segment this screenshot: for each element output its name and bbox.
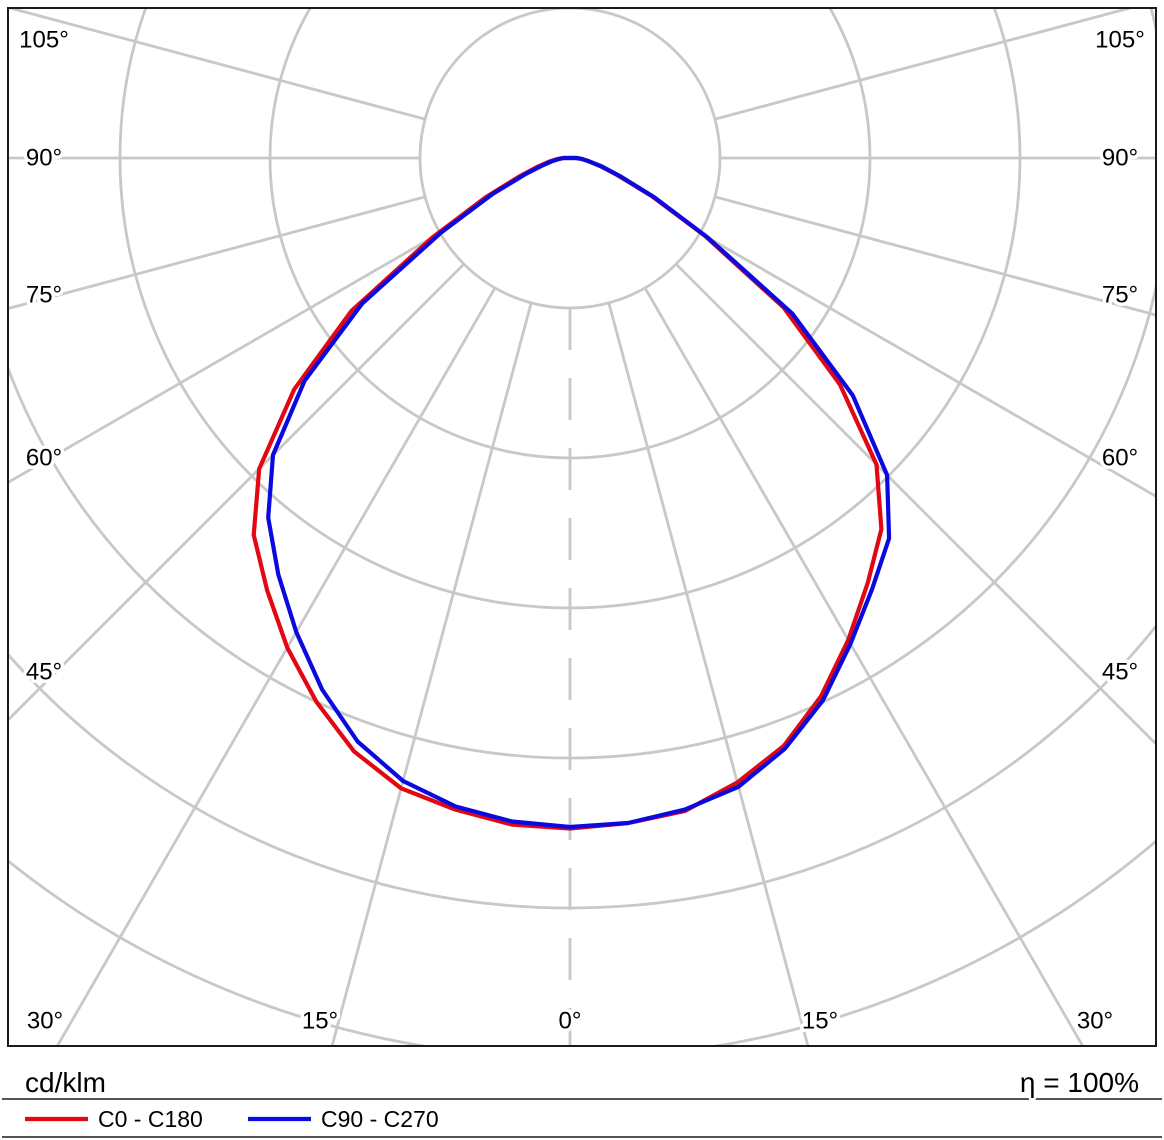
efficiency-label: η = 100% <box>1020 1067 1139 1098</box>
units-label: cd/klm <box>25 1067 106 1098</box>
grid-ring <box>8 623 1156 910</box>
curve-c90-c270 <box>266 155 892 830</box>
angle-label-bottom: 30° <box>27 1008 63 1035</box>
grid-radial-line <box>8 231 441 485</box>
grid-radial-line <box>8 8 426 121</box>
angle-label-bottom: 15° <box>302 1008 338 1035</box>
intensity-curves <box>251 155 892 831</box>
grid-radial-line <box>699 231 1156 498</box>
angle-label-left: 75° <box>26 282 62 309</box>
grid-radial-line <box>714 8 1136 121</box>
angle-label-right: 75° <box>1102 282 1138 309</box>
legend-label-c0-c180: C0 - C180 <box>98 1106 203 1132</box>
angle-label-right: 105° <box>1095 27 1145 54</box>
angle-label-left: 105° <box>19 27 69 54</box>
angle-label-left: 45° <box>26 659 62 686</box>
angle-label-bottom: 15° <box>802 1008 838 1035</box>
legend-label-c90-c270: C90 - C270 <box>321 1106 439 1132</box>
angle-label-right: 45° <box>1102 659 1138 686</box>
angle-label-left: 60° <box>26 445 62 472</box>
angle-label-right: 60° <box>1102 445 1138 472</box>
plot-border <box>7 7 1157 1047</box>
grid-radial-line <box>8 195 426 311</box>
grid-radial-line <box>714 195 1156 317</box>
angle-label-bottom: 30° <box>1077 1008 1113 1035</box>
grid-ring <box>8 8 1156 760</box>
grid-radial-line <box>675 263 1156 746</box>
grid-radial-line <box>330 302 533 1046</box>
angle-label-bottom: 0° <box>559 1008 582 1035</box>
grid-radial-line <box>607 302 810 1046</box>
legend: C0 - C180 C90 - C270 <box>25 1106 439 1132</box>
angle-labels: 105° 90° 75° 60° 45° 105° 90° 75° 60° 45° 30° 15° 0°… <box>16 23 1149 1038</box>
angle-label-left: 90° <box>26 145 62 172</box>
grid-radial-line <box>643 287 1085 1046</box>
angle-label-right: 90° <box>1102 145 1138 172</box>
grid-radial-line <box>55 287 497 1046</box>
grid-radial-line <box>8 263 465 722</box>
